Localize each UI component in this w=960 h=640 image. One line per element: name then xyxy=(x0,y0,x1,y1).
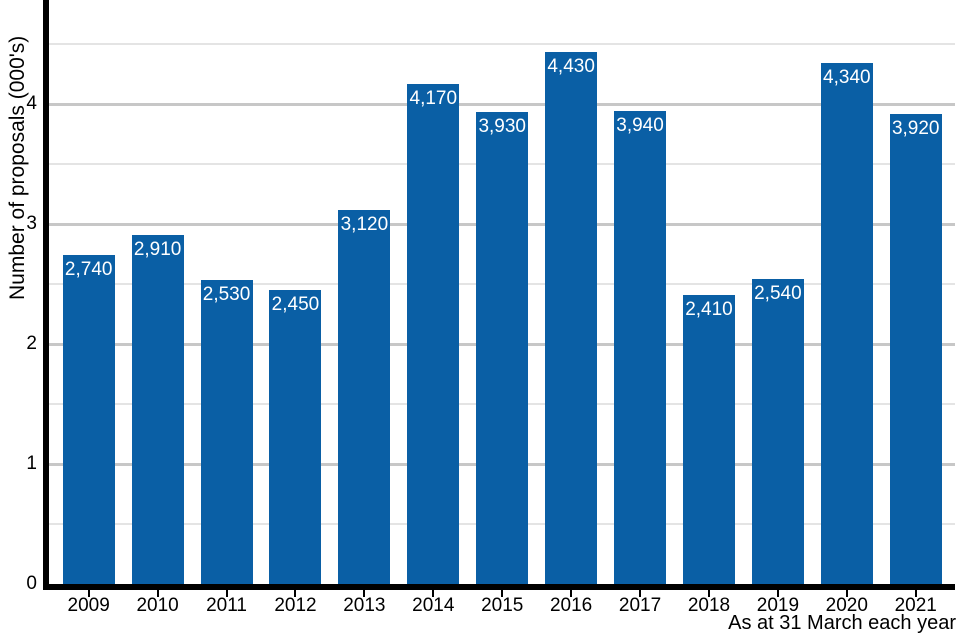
x-tick-label-2020: 2020 xyxy=(825,595,868,616)
bar-value-label: 3,920 xyxy=(891,117,940,139)
y-tick-label: 4 xyxy=(26,93,37,114)
bar-value-label: 2,530 xyxy=(202,284,251,306)
x-tick-mark xyxy=(87,590,90,597)
x-tick-label-2012: 2012 xyxy=(274,595,317,616)
bar-2009: 2,740 xyxy=(62,255,115,584)
y-axis-spine xyxy=(43,0,49,590)
x-tick-mark xyxy=(570,590,573,597)
footnote-caption: As at 31 March each year xyxy=(728,612,956,634)
x-tick-label-2014: 2014 xyxy=(412,595,455,616)
y-tick-label: 0 xyxy=(26,573,37,594)
x-tick-label-2011: 2011 xyxy=(206,595,247,616)
x-tick-mark xyxy=(501,590,504,597)
bar-2020: 4,340 xyxy=(820,63,873,584)
bar-2010: 2,910 xyxy=(131,234,184,584)
bar-2013: 3,120 xyxy=(338,209,391,584)
x-tick-mark xyxy=(914,590,917,597)
bar-2011: 2,530 xyxy=(200,280,253,584)
gridline xyxy=(49,43,955,45)
x-tick-mark xyxy=(363,590,366,597)
y-axis-title: Number of proposals (000's) xyxy=(6,35,29,300)
y-tick-label: 1 xyxy=(26,453,37,474)
x-tick-mark xyxy=(845,590,848,597)
bar-value-label: 3,120 xyxy=(340,213,389,235)
bar-value-label: 2,740 xyxy=(64,259,113,281)
bar-2014: 4,170 xyxy=(407,83,460,584)
x-tick-label-2019: 2019 xyxy=(756,595,800,616)
bar-2016: 4,430 xyxy=(545,52,598,584)
x-tick-label-2013: 2013 xyxy=(343,595,386,616)
x-tick-mark xyxy=(707,590,710,597)
bar-value-label: 4,430 xyxy=(547,56,595,78)
x-tick-label-2015: 2015 xyxy=(481,595,524,616)
bar-value-label: 3,930 xyxy=(478,116,526,138)
x-tick-mark xyxy=(294,590,297,597)
bar-value-label: 2,450 xyxy=(271,294,320,315)
y-tick-label: 2 xyxy=(26,333,37,354)
x-tick-mark xyxy=(432,590,435,597)
x-tick-label-2018: 2018 xyxy=(687,595,731,616)
bar-2017: 3,940 xyxy=(614,111,667,584)
bar-2012: 2,450 xyxy=(269,290,322,584)
bar-2015: 3,930 xyxy=(476,112,529,584)
bar-value-label: 4,340 xyxy=(823,67,871,89)
x-tick-label-2010: 2010 xyxy=(136,595,179,616)
bar-value-label: 3,940 xyxy=(616,115,664,137)
x-tick-mark xyxy=(156,590,159,597)
x-tick-mark xyxy=(225,590,228,597)
y-tick-label: 3 xyxy=(26,213,37,234)
bar-value-label: 2,540 xyxy=(754,283,802,305)
bar-value-label: 2,410 xyxy=(685,298,733,320)
bar-2018: 2,410 xyxy=(682,294,735,584)
gridline xyxy=(49,102,955,106)
x-tick-label-2009: 2009 xyxy=(67,595,110,616)
x-axis-spine xyxy=(43,584,955,590)
x-tick-label-2016: 2016 xyxy=(549,595,593,616)
bar-value-label: 2,910 xyxy=(133,238,182,260)
x-tick-mark xyxy=(776,590,779,597)
bar-value-label: 4,170 xyxy=(409,87,458,109)
x-tick-label-2017: 2017 xyxy=(618,595,662,616)
bar-2021: 3,920 xyxy=(889,113,942,584)
x-tick-label-2021: 2021 xyxy=(894,595,937,616)
bar-2019: 2,540 xyxy=(751,279,804,584)
x-tick-mark xyxy=(639,590,642,597)
